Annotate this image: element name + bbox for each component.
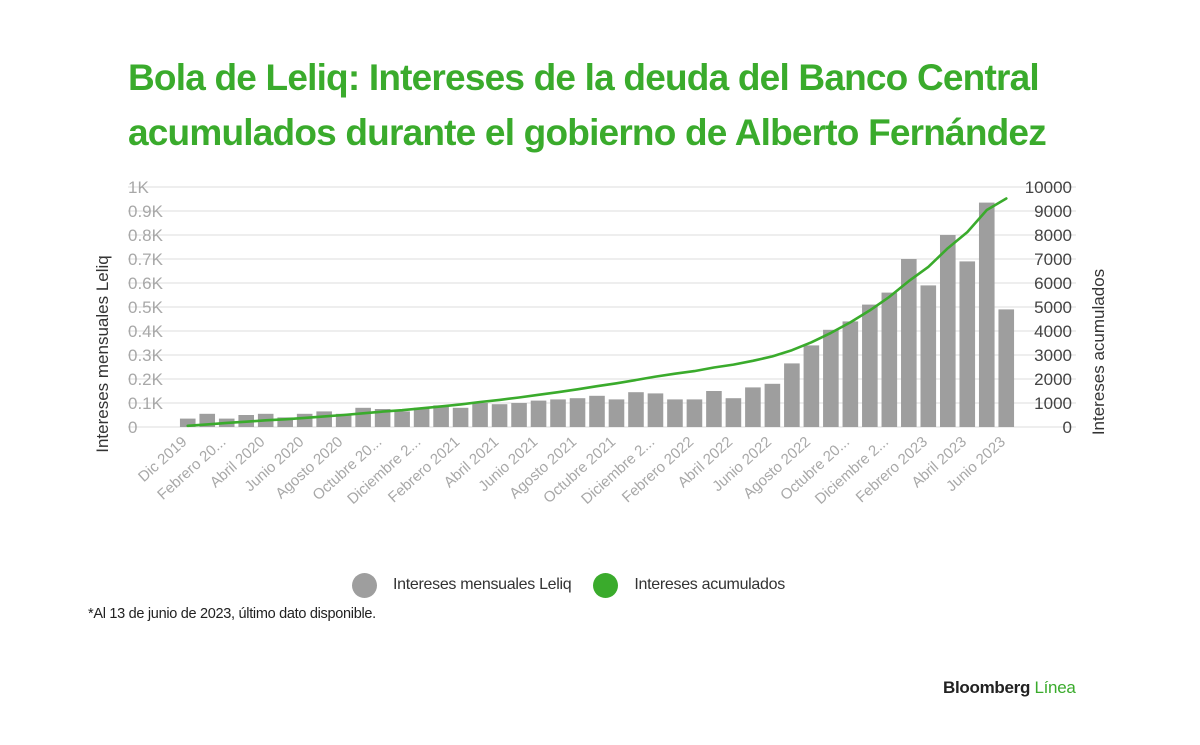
legend-bars-label: Intereses mensuales Leliq: [393, 576, 572, 593]
bar: [686, 399, 703, 427]
y2-tick-label: 1000: [1034, 394, 1072, 413]
bar: [939, 235, 956, 427]
y-tick-label: 0.1K: [128, 394, 164, 413]
y2-tick-label: 7000: [1034, 250, 1072, 269]
bar: [998, 309, 1015, 427]
y-tick-label: 0: [128, 418, 137, 437]
y-tick-label: 0.8K: [128, 226, 164, 245]
legend: Intereses mensuales Leliq Intereses acum…: [352, 570, 807, 600]
footnote: *Al 13 de junio de 2023, último dato dis…: [88, 606, 376, 622]
y-axis-label: Intereses mensuales Leliq: [93, 255, 112, 453]
y-tick-label: 0.3K: [128, 346, 164, 365]
y2-tick-label: 3000: [1034, 346, 1072, 365]
cumulative-line: [186, 197, 1008, 428]
legend-line-swatch: [593, 572, 619, 598]
chart-title-line2: acumulados durante el gobierno de Albert…: [128, 112, 1047, 153]
brand-accent: Línea: [1034, 678, 1076, 697]
y-tick-label: 0.7K: [128, 250, 164, 269]
bar: [862, 304, 878, 427]
y-tick-label: 0.9K: [128, 202, 164, 221]
bar: [725, 398, 742, 427]
bar: [745, 387, 761, 427]
y2-tick-label: 8000: [1034, 226, 1072, 245]
bar: [823, 329, 839, 427]
legend-item-line[interactable]: Intereses acumulados: [593, 572, 785, 598]
y2-tick-label: 6000: [1034, 274, 1072, 293]
y-tick-label: 0.6K: [128, 274, 164, 293]
y2-tick-label: 0: [1063, 418, 1072, 437]
bar: [647, 393, 664, 427]
bar: [530, 400, 547, 427]
bar: [667, 399, 683, 427]
bar: [550, 399, 566, 427]
bar: [901, 259, 917, 427]
bar: [803, 345, 820, 427]
bar: [316, 411, 332, 427]
bar: [978, 202, 995, 427]
bar: [335, 413, 352, 427]
bar: [413, 407, 430, 427]
y-tick-label: 0.2K: [128, 370, 164, 389]
brand-logo: Bloomberg Línea: [943, 678, 1076, 698]
bar: [881, 292, 898, 427]
bar: [628, 392, 644, 427]
y2-tick-label: 9000: [1034, 202, 1072, 221]
brand-name: Bloomberg: [943, 678, 1031, 697]
bar: [491, 404, 508, 427]
bar: [511, 403, 527, 427]
bar: [433, 405, 449, 427]
bar: [394, 411, 410, 427]
bar: [764, 383, 781, 427]
bar: [920, 285, 937, 427]
y2-tick-label: 5000: [1034, 298, 1072, 317]
bar: [452, 407, 469, 427]
bar: [277, 417, 293, 427]
bar: [355, 407, 371, 427]
y2-tick-label: 4000: [1034, 322, 1072, 341]
bar: [706, 391, 722, 427]
y2-tick-label: 10000: [1025, 178, 1072, 197]
y-tick-label: 0.4K: [128, 322, 164, 341]
bar: [608, 399, 625, 427]
bar: [842, 321, 859, 427]
bar: [784, 363, 800, 427]
bar: [959, 261, 976, 427]
bar: [472, 403, 488, 427]
y2-tick-label: 2000: [1034, 370, 1072, 389]
bar: [374, 409, 391, 427]
chart-plot: 0 0.1K 0.2K 0.3K 0.4K 0.5K 0.6K 0.7K 0.8K 0.9K 1K 0…: [93, 178, 1108, 508]
bar: [296, 413, 313, 427]
legend-line-label: Intereses acumulados: [634, 576, 785, 593]
legend-bars-swatch: [352, 572, 377, 598]
bar: [569, 398, 586, 427]
chart-title-line1: Bola de Leliq: Intereses de la deuda del…: [128, 57, 1040, 98]
y-tick-label: 1K: [128, 178, 149, 197]
bar: [589, 395, 605, 427]
bar: [179, 418, 196, 427]
chart-title: Bola de Leliq: Intereses de la deuda del…: [128, 50, 1128, 160]
y-tick-label: 0.5K: [128, 298, 164, 317]
y2-axis-label: Intereses acumulados: [1089, 269, 1108, 435]
legend-item-bars[interactable]: Intereses mensuales Leliq: [352, 572, 572, 598]
